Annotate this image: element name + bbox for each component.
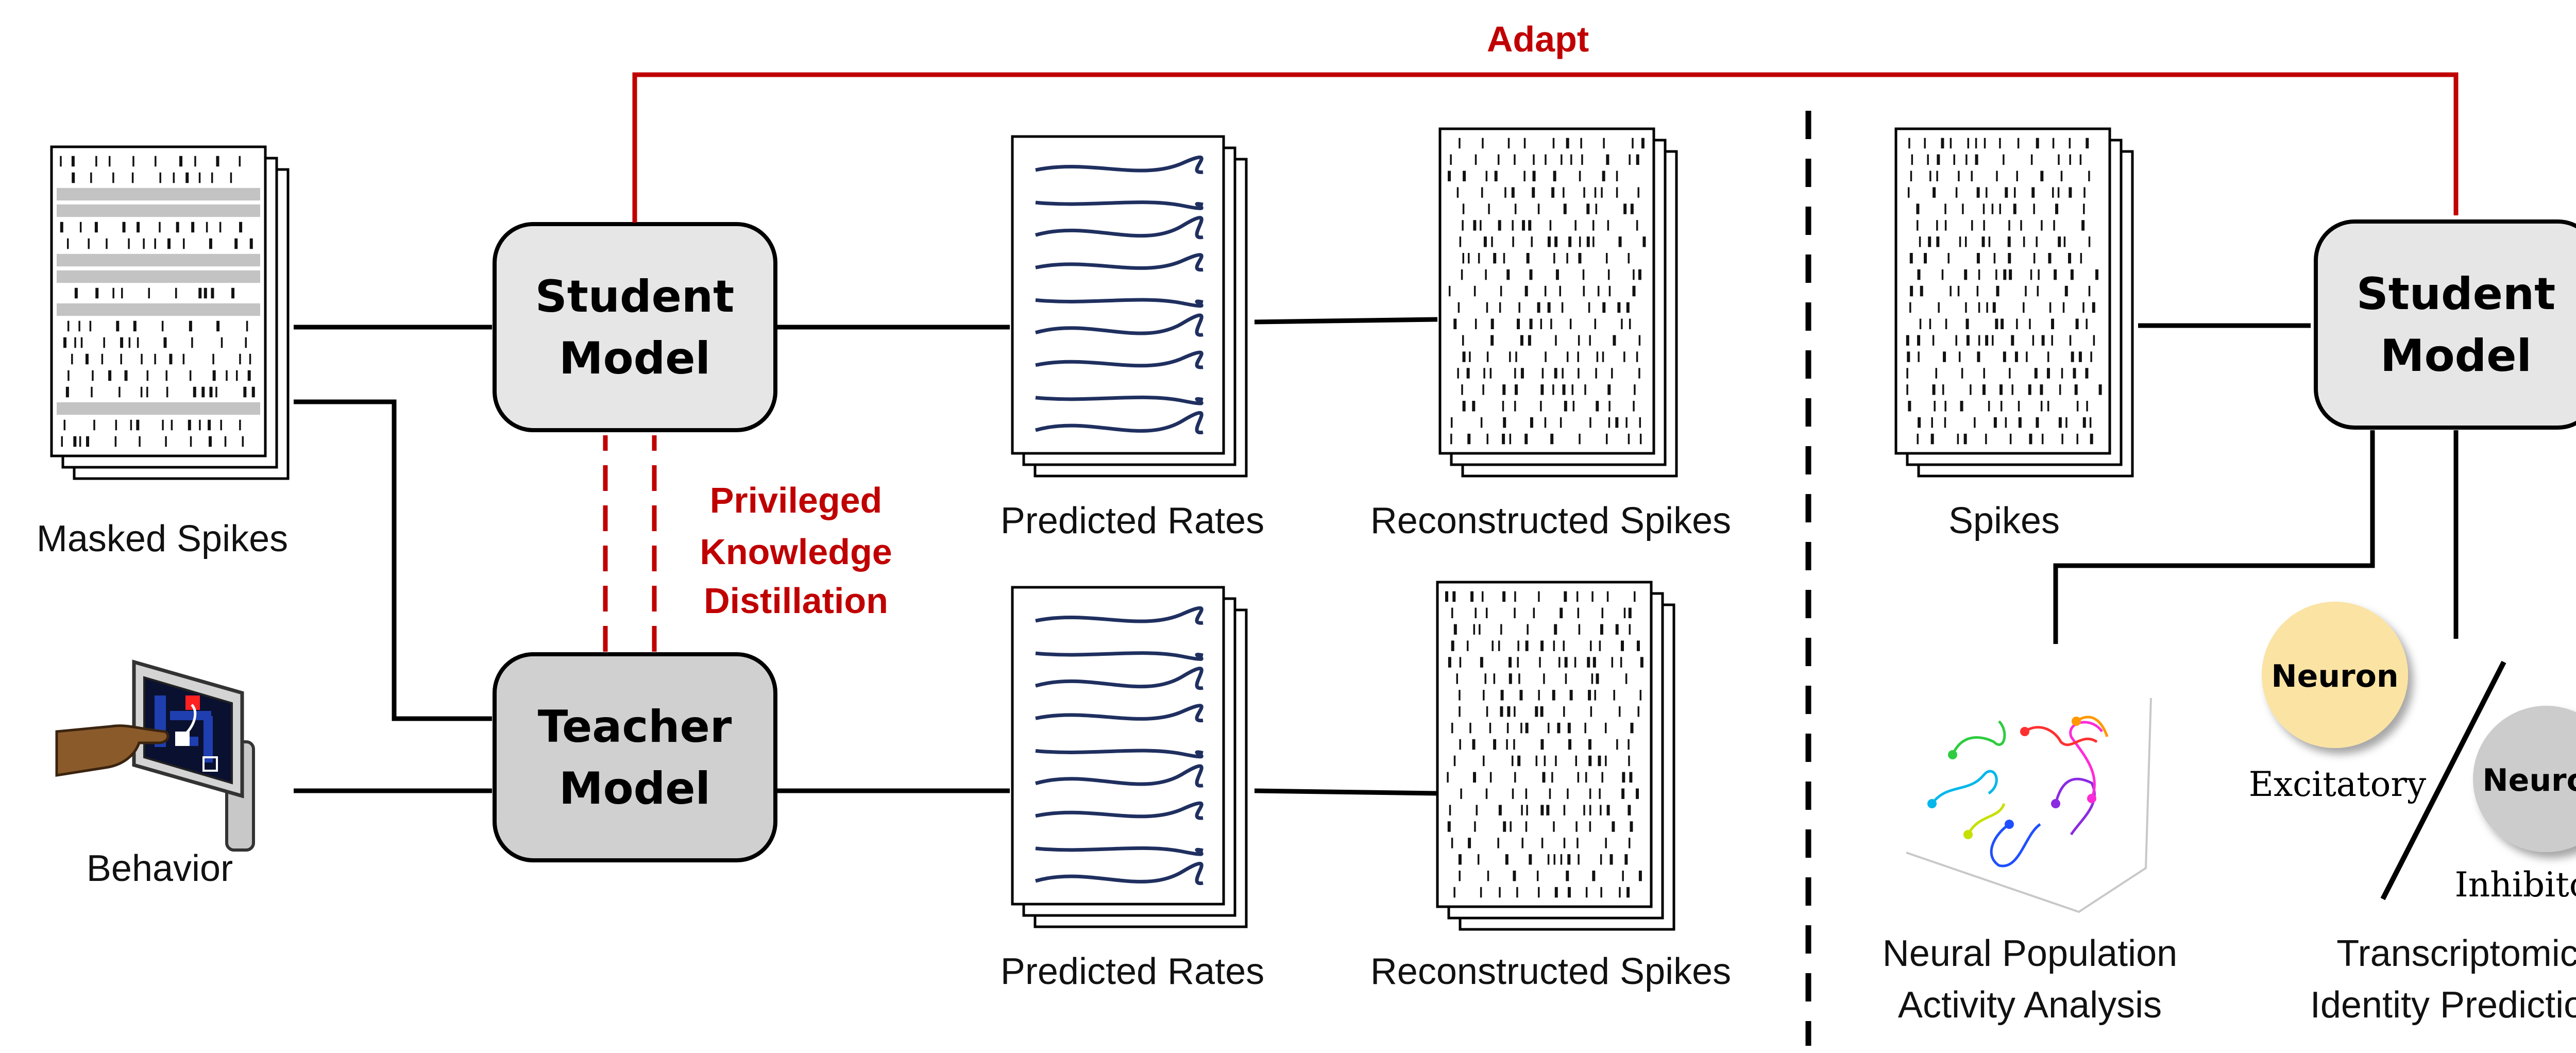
masked-spikes-raster bbox=[50, 145, 290, 480]
student-model-box: Student Model bbox=[493, 222, 777, 432]
spikes-raster bbox=[1894, 127, 2134, 478]
teacher-model-line1: Teacher bbox=[538, 701, 732, 753]
distillation-line2: Knowledge bbox=[700, 532, 892, 572]
masked-spikes-label: Masked Spikes bbox=[37, 518, 288, 559]
masked-to-teacher-arrow bbox=[294, 399, 493, 721]
spikes-label: Spikes bbox=[1948, 500, 2060, 541]
distillation-label: Privileged Knowledge Distillation bbox=[700, 480, 892, 621]
reconstructed-spikes-label-top: Reconstructed Spikes bbox=[1370, 500, 1731, 541]
excitatory-neuron-circle bbox=[2262, 602, 2408, 748]
student-to-population-arrow bbox=[2053, 430, 2375, 644]
excitatory-neuron-text: Neuron bbox=[2271, 658, 2398, 694]
adapt-label: Adapt bbox=[1487, 19, 1589, 59]
spike-raster-icon bbox=[1906, 138, 2102, 445]
distillation-line3: Distillation bbox=[704, 581, 888, 621]
reconstructed-spikes-top bbox=[1438, 127, 1678, 478]
rate-curves-icon bbox=[1035, 155, 1204, 435]
spike-raster-icon bbox=[1445, 591, 1643, 898]
identity-divider-slash bbox=[2380, 660, 2506, 901]
predicted-rates-label-bottom: Predicted Rates bbox=[1001, 951, 1264, 992]
reconstructed-spikes-label-bottom: Reconstructed Spikes bbox=[1370, 951, 1731, 992]
inhibitory-neuron-circle bbox=[2473, 706, 2576, 852]
monkey-touchscreen-icon bbox=[55, 659, 255, 852]
population-analysis-line1: Neural Population bbox=[1883, 933, 2177, 974]
predicted-rates-label-top: Predicted Rates bbox=[1001, 500, 1264, 541]
transcriptomic-line2: Identity Prediction bbox=[2310, 984, 2576, 1026]
student-model-right-line1: Student bbox=[2357, 268, 2556, 320]
adapt-arrow bbox=[632, 72, 2459, 223]
student-model-line2: Model bbox=[559, 333, 710, 384]
excitatory-type-label: Excitatory bbox=[2249, 765, 2427, 804]
spike-raster-icon bbox=[1448, 138, 1646, 445]
rates-to-recon-arrow-bottom bbox=[1254, 788, 1438, 796]
reconstructed-spikes-bottom bbox=[1436, 581, 1675, 931]
student-model-right-line2: Model bbox=[2380, 330, 2532, 382]
teacher-model-line2: Model bbox=[559, 763, 710, 814]
inhibitory-neuron-text: Neuron bbox=[2482, 762, 2576, 799]
population-analysis-line2: Activity Analysis bbox=[1898, 984, 2162, 1026]
predicted-rates-bottom bbox=[1011, 586, 1248, 928]
trajectory-3d-icon bbox=[1906, 698, 2152, 913]
behavior-label: Behavior bbox=[87, 848, 233, 889]
student-model-line1: Student bbox=[535, 271, 735, 322]
student-model-box-right: Student Model bbox=[2314, 219, 2576, 430]
rates-to-recon-arrow-top bbox=[1254, 317, 1438, 325]
spike-raster-icon bbox=[57, 156, 260, 447]
transcriptomic-line1: Transcriptomic bbox=[2336, 933, 2576, 974]
distillation-line1: Privileged bbox=[710, 480, 883, 520]
rate-curves-icon bbox=[1035, 606, 1204, 886]
teacher-model-box: Teacher Model bbox=[493, 652, 777, 862]
predicted-rates-top bbox=[1011, 135, 1248, 478]
inhibitory-type-label: Inhibitory bbox=[2455, 865, 2576, 905]
